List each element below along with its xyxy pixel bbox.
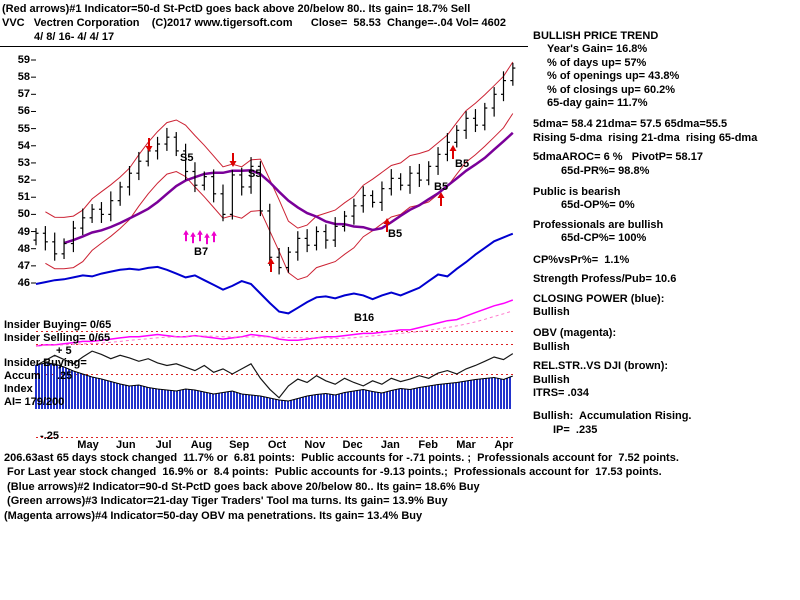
signal-label: S5 (248, 168, 262, 180)
price-tick-label: 52 (17, 174, 30, 187)
price-tick-label: 55 (17, 122, 30, 135)
footer-line: 206.63ast 65 days stock changed 11.7% or… (4, 452, 679, 464)
price-tick-label: 53 (17, 156, 30, 169)
price-tick-label: 47 (17, 259, 30, 272)
footer-line: (Blue arrows)#2 Indicator=90-d St-PctD g… (4, 480, 480, 493)
right-panel-line: Bullish (533, 373, 570, 386)
insider-buying-label: Insider Buying= 0/65 (4, 319, 112, 331)
month-label: Sep (229, 439, 250, 451)
right-panel-line: Public is bearish (533, 186, 621, 199)
month-label: Jul (155, 439, 172, 451)
signal-summary-line-1: (Red arrows)#1 Indicator=50-d St-PctD go… (2, 3, 471, 15)
right-panel-line: Bullish: Accumulation Rising. (533, 410, 692, 423)
price-tick-label: 58 (17, 71, 30, 84)
footer-line: (Magenta arrows)#4 Indicator=50-day OBV … (4, 509, 423, 522)
right-panel-line: REL.STR..VS DJI (brown): (533, 360, 669, 373)
right-panel-line: Strength Profess/Pub= 10.6 (533, 273, 677, 286)
month-label: Apr (494, 439, 514, 451)
insider-buying-label-2: Insider Buying= (4, 357, 87, 369)
month-label: Feb (418, 439, 438, 451)
month-label: Aug (190, 439, 213, 451)
accum-upper-scale: .25 (57, 370, 73, 382)
signal-label: B5 (434, 181, 449, 193)
price-tick-label: 54 (17, 139, 30, 152)
signal-label: B5 (388, 228, 403, 240)
footer-line: For Last year stock changed 16.9% or 8.4… (4, 466, 662, 479)
date-range-label: 4/ 8/ 16- 4/ 4/ 17 (34, 31, 115, 43)
price-tick-label: 59 (17, 54, 30, 66)
right-panel-line: 5dma= 58.4 21dma= 57.5 65dma=55.5 (533, 118, 728, 131)
right-panel-line: IP= .235 (553, 423, 598, 436)
month-label: May (77, 439, 99, 451)
price-tick-label: 49 (17, 225, 30, 238)
right-panel-line: % of openings up= 43.8% (547, 70, 680, 83)
right-panel-line: ITRS= .034 (533, 386, 589, 399)
price-tick-label: 56 (17, 105, 30, 118)
right-panel-line: OBV (magenta): (533, 327, 617, 340)
ai-value-label: AI= 179/200 (4, 396, 65, 408)
right-panel-line: 65d-PR%= 98.8% (561, 164, 650, 177)
month-label: Jun (116, 439, 136, 451)
signal-label: B7 (194, 246, 209, 258)
right-panel-line: 65d-OP%= 0% (561, 199, 635, 212)
right-panel-line: 5dmaAROC= 6 % PivotP= 58.17 (533, 151, 703, 164)
right-panel-line: Bullish (533, 305, 570, 318)
right-panel-line: CP%vsPr%= 1.1% (533, 253, 630, 266)
price-tick-label: 50 (17, 208, 30, 221)
right-panel-line: Year's Gain= 16.8% (547, 43, 648, 56)
right-panel-line: CLOSING POWER (blue): (533, 292, 665, 305)
month-label: Oct (267, 439, 287, 451)
ticker-title-line: VVC Vectren Corporation (C)2017 www.tige… (2, 17, 507, 29)
plus5-label: + 5 (56, 345, 72, 357)
right-panel-line: % of days up= 57% (547, 56, 647, 69)
price-tick-label: 57 (17, 88, 30, 101)
right-panel-line: Rising 5-dma rising 21-dma rising 65-dma (533, 131, 758, 144)
accum-label: Accum (4, 370, 41, 382)
right-panel-line: Professionals are bullish (533, 218, 664, 231)
right-panel-line: % of closings up= 60.2% (547, 83, 676, 96)
month-label: Dec (342, 439, 363, 451)
month-label: Mar (456, 439, 476, 451)
signal-label: B16 (354, 312, 375, 324)
signal-label: S5 (180, 152, 194, 164)
analysis-panel: BULLISH PRICE TREND Year's Gain= 16.8%% o… (533, 30, 799, 437)
month-label: Nov (304, 439, 326, 451)
signal-label: B5 (455, 158, 470, 170)
price-tick-label: 51 (17, 191, 30, 204)
right-panel-line: Bullish (533, 340, 570, 353)
insider-selling-label: Insider Selling= 0/65 (4, 332, 111, 344)
footer-line: (Green arrows)#3 Indicator=21-day Tiger … (4, 495, 448, 508)
right-panel-line: 65-day gain= 11.7% (547, 97, 648, 110)
footer-summary-block: 206.63ast 65 days stock changed 11.7% or… (4, 451, 800, 523)
month-label: Jan (380, 439, 400, 451)
accum-lower-scale: -.25 (40, 430, 59, 442)
price-tick-label: 46 (17, 277, 30, 289)
index-label: Index (4, 383, 33, 395)
right-panel-line: BULLISH PRICE TREND (533, 30, 659, 42)
right-panel-line: 65d-CP%= 100% (561, 232, 647, 245)
price-tick-label: 48 (17, 242, 30, 255)
